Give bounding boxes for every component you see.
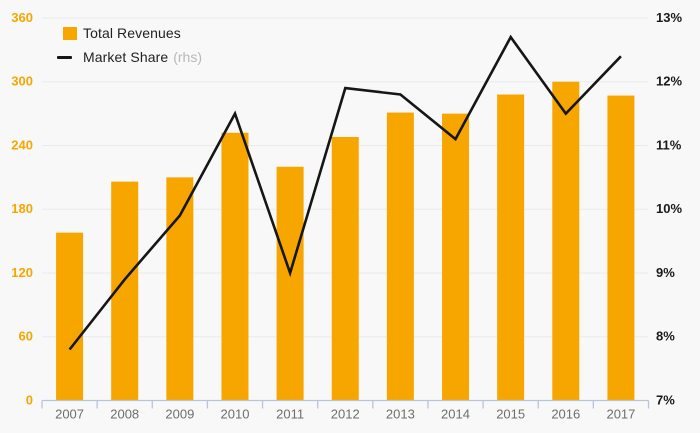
x-axis-label-2011: 2011 [276, 406, 304, 421]
bar-2016 [552, 81, 580, 401]
right-axis-label-7%: 7% [656, 392, 675, 407]
bar-2013 [386, 112, 414, 401]
bar-2014 [442, 113, 470, 401]
right-axis-label-13%: 13% [656, 10, 682, 25]
left-axis-label-180: 180 [11, 201, 33, 216]
left-axis-label-360: 360 [11, 10, 33, 25]
left-axis-label-240: 240 [11, 137, 33, 152]
x-axis-label-2017: 2017 [606, 406, 635, 421]
right-axis-label-8%: 8% [656, 329, 675, 344]
x-axis-label-2008: 2008 [110, 406, 139, 421]
market-share-line [68, 34, 622, 351]
bar-2011 [276, 166, 304, 401]
left-axis-label-60: 60 [19, 329, 33, 344]
x-axis-label-2016: 2016 [551, 406, 580, 421]
bar-2009 [166, 177, 194, 401]
bar-2012 [331, 137, 359, 401]
x-axis-label-2013: 2013 [386, 406, 415, 421]
bar-2017 [607, 95, 635, 401]
left-axis-label-300: 300 [11, 74, 33, 89]
x-axis-label-2014: 2014 [441, 406, 470, 421]
x-axis-label-2009: 2009 [165, 406, 194, 421]
bar-2007 [56, 232, 84, 401]
right-axis-label-9%: 9% [656, 265, 675, 280]
left-axis-label-120: 120 [11, 265, 33, 280]
x-axis-label-2012: 2012 [331, 406, 360, 421]
left-axis-label-0: 0 [26, 392, 33, 407]
bar-2010 [221, 132, 249, 401]
x-axis-label-2007: 2007 [55, 406, 84, 421]
x-axis-label-2015: 2015 [496, 406, 525, 421]
right-axis-label-12%: 12% [656, 74, 682, 89]
x-axis-label-2010: 2010 [221, 406, 250, 421]
bar-2015 [497, 94, 525, 401]
right-axis-label-10%: 10% [656, 201, 682, 216]
right-axis-label-11%: 11% [656, 137, 682, 152]
